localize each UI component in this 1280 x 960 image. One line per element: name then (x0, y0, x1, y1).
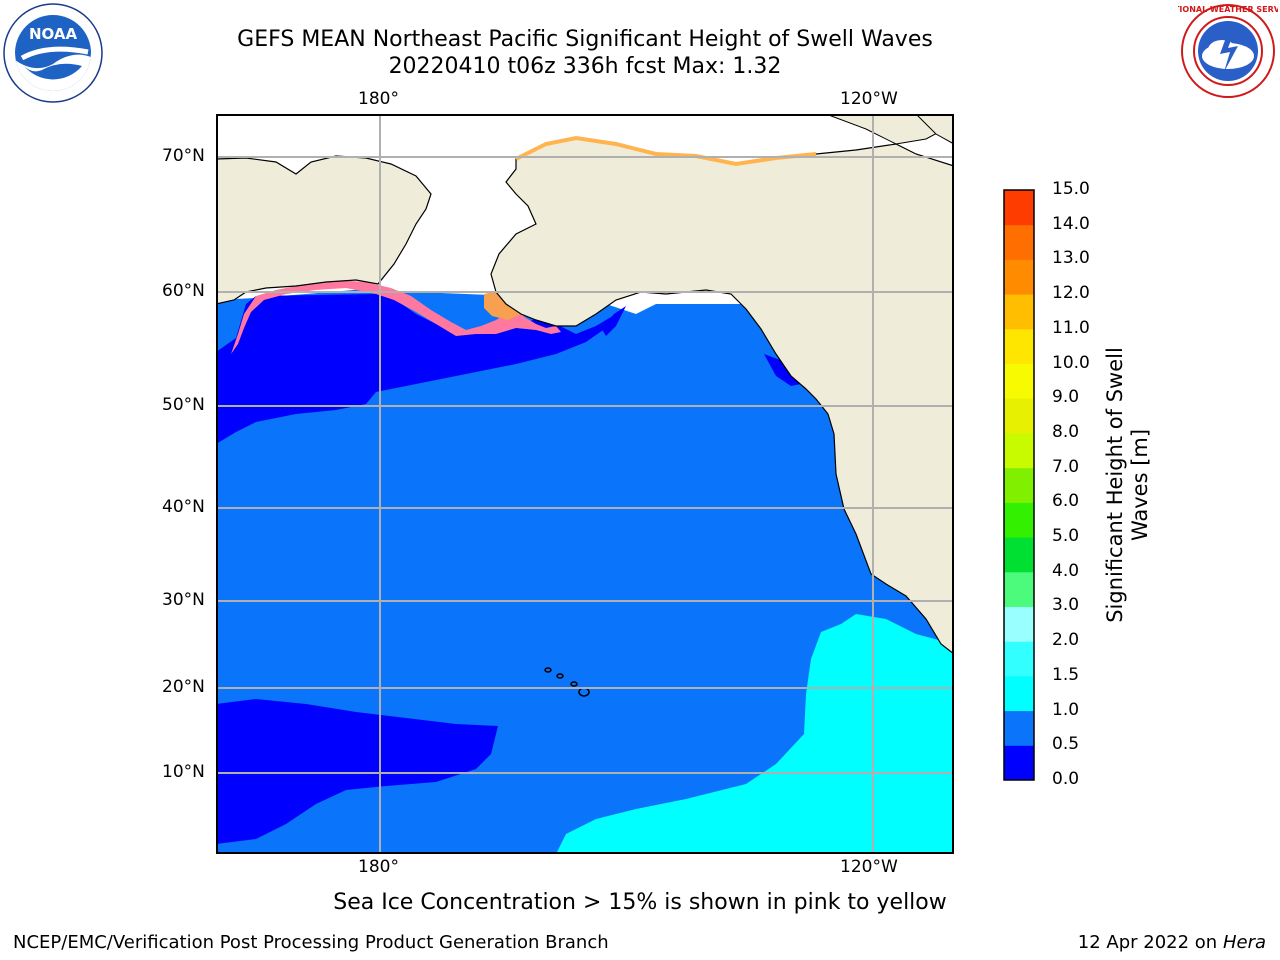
noaa-text: NOAA (29, 25, 78, 43)
gulf-alaska-low-swell (601, 306, 626, 336)
nws-ring-text: NATIONAL WEATHER SERVICE (1178, 5, 1278, 14)
colorbar-tick-label: 1.0 (1052, 699, 1080, 720)
colorbar-tick-label: 2.0 (1052, 630, 1080, 651)
lon-label-bottom-180: 180° (358, 857, 399, 877)
colorbar-segment (1004, 190, 1034, 226)
colorbar-label-line2: Waves [m] (1128, 428, 1152, 542)
colorbar-segment (1004, 502, 1034, 538)
colorbar-segment (1004, 224, 1034, 260)
arctic-islands (825, 114, 954, 145)
colorbar-tick-label: 13.0 (1052, 248, 1090, 269)
colorbar-tick-label: 10.0 (1052, 352, 1090, 373)
lat-label-50n: 50°N (162, 395, 205, 415)
arctic-island-2 (915, 114, 954, 145)
colorbar-segment (1004, 571, 1034, 607)
nws-logo: NATIONAL WEATHER SERVICE (1162, 2, 1280, 104)
footer-date: 12 Apr 2022 on Hera (1078, 932, 1266, 953)
maui-island (570, 681, 578, 687)
lon-label-top-120w: 120°W (840, 89, 898, 109)
colorbar-segment (1004, 259, 1034, 295)
lat-label-60n: 60°N (162, 281, 205, 301)
kauai-island (544, 667, 552, 673)
colorbar-tick-label: 7.0 (1052, 456, 1080, 477)
colorbar-tick-label: 6.0 (1052, 491, 1080, 512)
colorbar-segment (1004, 606, 1034, 642)
siberia-land (216, 155, 432, 305)
colorbar-tick-label: 0.5 (1052, 734, 1080, 755)
colorbar-tick-label: 12.0 (1052, 283, 1090, 304)
north-america-land (490, 137, 954, 655)
alaska-panhandle-low-swell (764, 354, 801, 386)
colorbar-tick-label: 0.0 (1052, 769, 1080, 789)
sea-ice-note: Sea Ice Concentration > 15% is shown in … (333, 890, 947, 915)
plot-title: GEFS MEAN Northeast Pacific Significant … (237, 27, 933, 52)
swell-height-map (216, 114, 954, 854)
colorbar-tick-label: 14.0 (1052, 213, 1090, 234)
plot-subtitle: 20220410 t06z 336h fcst Max: 1.32 (388, 54, 782, 79)
colorbar-frame (1003, 189, 1035, 781)
lat-label-30n: 30°N (162, 590, 205, 610)
sea-ice-edge-bering (231, 280, 561, 354)
colorbar (1003, 189, 1035, 781)
colorbar-segment (1004, 398, 1034, 434)
colorbar-tick-label: 5.0 (1052, 526, 1080, 547)
lat-label-70n: 70°N (162, 146, 205, 166)
map-frame (216, 114, 954, 854)
colorbar-segment (1004, 432, 1034, 469)
colorbar-segment (1004, 675, 1034, 712)
oahu-island (556, 673, 564, 679)
colorbar-label-line1: Significant Height of Swell (1103, 347, 1127, 623)
colorbar-segment (1004, 467, 1034, 503)
colorbar-segment (1004, 745, 1034, 781)
colorbar-tick-label: 4.0 (1052, 560, 1080, 581)
colorbar-tick-label: 9.0 (1052, 387, 1080, 408)
colorbar-tick-label: 8.0 (1052, 421, 1080, 442)
lat-label-40n: 40°N (162, 497, 205, 517)
lon-label-top-180: 180° (358, 89, 399, 109)
colorbar-segment (1004, 363, 1034, 399)
sea-ice-north-coast (515, 135, 817, 167)
colorbar-tick-label: 15.0 (1052, 179, 1090, 199)
lon-label-bottom-120w: 120°W (840, 857, 898, 877)
lat-label-10n: 10°N (162, 762, 205, 782)
colorbar-tick-label: 11.0 (1052, 317, 1090, 338)
southwest-low-swell (216, 699, 498, 844)
footer-branch: NCEP/EMC/Verification Post Processing Pr… (13, 932, 609, 953)
hawaii-island (578, 687, 590, 697)
colorbar-tick-label: 1.5 (1052, 664, 1080, 685)
colorbar-segment (1004, 710, 1034, 746)
footer-host: Hera (1222, 932, 1266, 953)
noaa-logo: NOAA (2, 2, 104, 108)
colorbar-segment (1004, 328, 1034, 365)
southeast-swell-1-1p5 (556, 614, 954, 854)
footer-date-text: 12 Apr 2022 on (1077, 932, 1223, 953)
colorbar-segment (1004, 294, 1034, 330)
gridlines (216, 114, 954, 854)
lat-label-20n: 20°N (162, 677, 205, 697)
colorbar-segment (1004, 641, 1034, 677)
colorbar-segment (1004, 537, 1034, 573)
colorbar-tick-label: 3.0 (1052, 595, 1080, 616)
